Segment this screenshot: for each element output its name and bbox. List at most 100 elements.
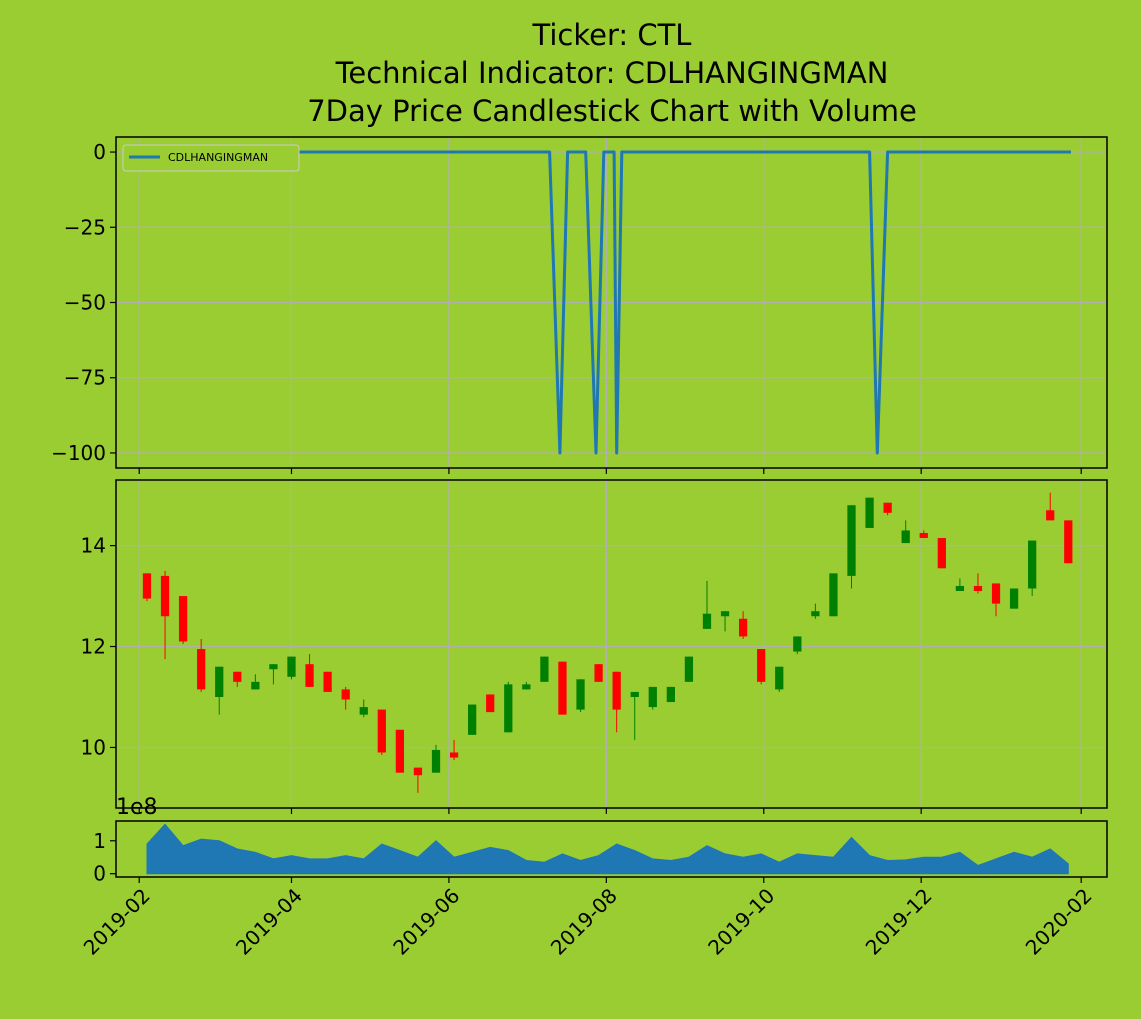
candlestick [847, 505, 856, 589]
volume-y-axis: 01 [93, 829, 116, 886]
indicator-y-tick-label: 0 [93, 140, 106, 164]
indicator-y-tick-label: −100 [51, 441, 106, 465]
candle-body [1028, 540, 1037, 589]
candle-body [468, 704, 477, 735]
candlestick [1009, 588, 1019, 609]
candlestick [197, 638, 206, 692]
candle-body [395, 729, 405, 773]
candle-body [504, 684, 513, 733]
price-plot-area [116, 480, 1107, 808]
candlestick [522, 681, 531, 690]
candlestick [341, 686, 350, 710]
candlestick [594, 664, 603, 682]
candlestick [160, 570, 170, 660]
volume-area-layer [146, 823, 1069, 875]
candlestick [811, 603, 820, 619]
candle-body [901, 530, 910, 544]
candle-body [431, 749, 441, 773]
candle-body [576, 679, 585, 710]
price-x-ticks [138, 808, 1082, 814]
candlestick [901, 520, 910, 544]
candlestick [991, 583, 1001, 617]
candle-body [775, 666, 784, 690]
indicator-y-tick-label: −50 [64, 291, 106, 315]
candle-body [1064, 520, 1073, 564]
price-y-axis: 10 12 14 [81, 534, 116, 759]
candle-body [630, 691, 639, 697]
volume-offset-label: 1e8 [116, 795, 158, 820]
candle-body [449, 752, 459, 758]
candlestick [738, 611, 748, 639]
candle-body [269, 664, 278, 670]
volume-frame [115, 820, 1108, 878]
candlestick [269, 664, 278, 685]
price-panel: 10 12 14 [81, 479, 1108, 814]
candlestick [829, 573, 838, 617]
candle-body [666, 686, 675, 703]
candle-body [233, 671, 242, 682]
candle-body [359, 707, 368, 715]
title-line-chart: 7Day Price Candlestick Chart with Volume [307, 94, 917, 128]
candle-body [684, 656, 694, 682]
indicator-panel: 0 −25 −50 −75 −100 CDLHANGINGMAN [51, 136, 1108, 474]
candlestick [178, 596, 188, 644]
volume-y-tick-label: 0 [93, 862, 106, 886]
candlestick [919, 530, 928, 539]
candlestick [775, 666, 784, 692]
candlestick [395, 729, 405, 773]
candle-body [702, 613, 712, 629]
candlestick [558, 661, 567, 715]
candle-body [937, 538, 946, 569]
candle-body [323, 671, 332, 692]
indicator-line-layer [139, 150, 1071, 455]
candle-body [287, 656, 296, 677]
candlestick [1046, 492, 1055, 521]
candle-body [305, 664, 314, 687]
candlestick [630, 691, 639, 740]
indicator-legend: CDLHANGINGMAN [122, 144, 300, 172]
candlestick [215, 666, 224, 715]
candle-body [558, 661, 567, 715]
candlestick [1064, 520, 1073, 564]
candle-body [991, 583, 1001, 604]
candlestick [973, 573, 983, 594]
candle-body [811, 611, 820, 617]
candle-body [197, 649, 206, 690]
candle-body [178, 596, 188, 642]
candlestick [684, 656, 694, 682]
candlestick [793, 636, 802, 655]
candle-body [757, 649, 766, 682]
candlestick [937, 538, 946, 569]
candle-body [251, 681, 260, 690]
price-y-tick-label: 14 [81, 534, 106, 558]
candlestick [323, 671, 332, 692]
candle-body [341, 689, 350, 700]
candlestick [865, 497, 874, 528]
candlestick [287, 656, 296, 680]
candle-body [486, 694, 495, 713]
candle-body [793, 636, 802, 652]
candlestick [612, 671, 621, 733]
candle-body [847, 505, 856, 576]
candle-body [973, 585, 983, 592]
title-line-indicator: Technical Indicator: CDLHANGINGMAN [335, 56, 889, 90]
candlestick [955, 578, 965, 592]
candle-body [540, 656, 549, 682]
candle-body [720, 611, 730, 617]
candlestick [413, 767, 423, 793]
indicator-y-axis: 0 −25 −50 −75 −100 [51, 140, 116, 465]
candle-body [160, 575, 170, 617]
candle-body [215, 666, 224, 697]
candle-body [1046, 510, 1055, 521]
candlestick [504, 681, 513, 733]
candle-body [738, 618, 748, 637]
candlestick [359, 699, 368, 718]
candlestick [757, 649, 766, 685]
candle-body [648, 686, 657, 708]
candle-body [142, 573, 152, 599]
title-line-ticker: Ticker: CTL [532, 18, 692, 52]
candlestick [305, 654, 314, 687]
indicator-series-line [139, 150, 1071, 455]
candle-body [829, 573, 838, 617]
